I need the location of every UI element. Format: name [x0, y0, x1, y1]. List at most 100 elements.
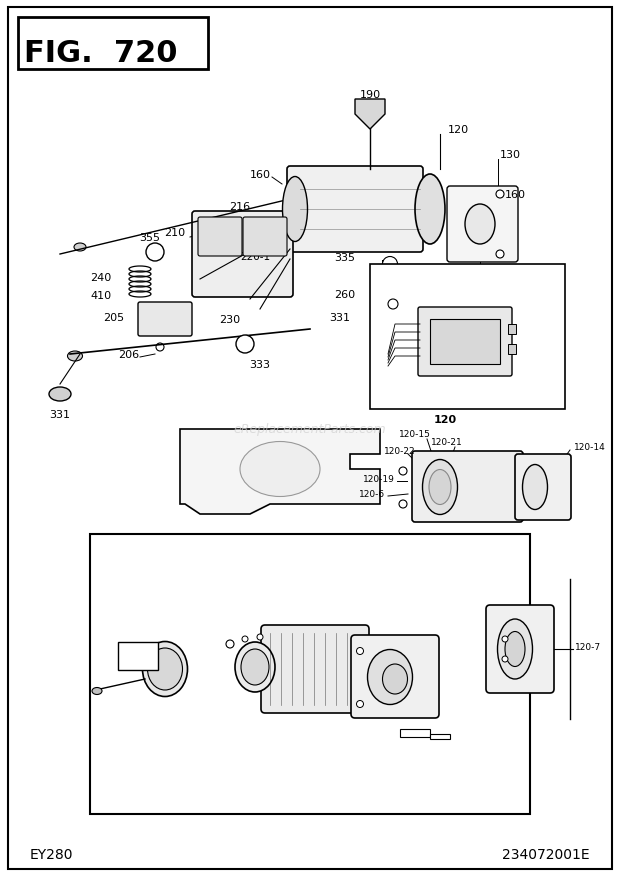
FancyBboxPatch shape	[243, 217, 287, 257]
Text: 120-15: 120-15	[399, 430, 431, 439]
Polygon shape	[355, 100, 385, 130]
Text: 120-8: 120-8	[442, 759, 468, 768]
Text: DETAIL"B": DETAIL"B"	[252, 784, 308, 794]
Text: eReplacementParts.com: eReplacementParts.com	[234, 423, 386, 436]
Text: 206: 206	[118, 350, 139, 360]
Ellipse shape	[356, 648, 363, 655]
Ellipse shape	[368, 650, 412, 705]
Text: 120-6: 120-6	[359, 490, 385, 499]
FancyBboxPatch shape	[261, 625, 369, 713]
Ellipse shape	[415, 175, 445, 245]
FancyBboxPatch shape	[515, 454, 571, 520]
Text: 120: 120	[448, 125, 469, 135]
Ellipse shape	[505, 631, 525, 667]
Text: 210: 210	[164, 228, 185, 238]
Text: 120-14: 120-14	[574, 443, 606, 452]
Text: B: B	[387, 260, 393, 269]
Ellipse shape	[399, 467, 407, 475]
Polygon shape	[180, 430, 380, 515]
Ellipse shape	[429, 470, 451, 505]
Ellipse shape	[356, 701, 363, 708]
Text: 120-1: 120-1	[267, 720, 293, 729]
Text: 130: 130	[500, 150, 521, 160]
Text: 120-9: 120-9	[402, 750, 428, 759]
Text: 333: 333	[249, 360, 270, 369]
Bar	[118, 642, 158, 670]
Ellipse shape	[92, 688, 102, 695]
Text: 297: 297	[389, 388, 410, 397]
Text: 120-7: 120-7	[575, 643, 601, 652]
Ellipse shape	[422, 460, 458, 515]
Ellipse shape	[465, 204, 495, 245]
Ellipse shape	[143, 642, 187, 696]
Bar	[508, 324, 516, 335]
Text: 120-12: 120-12	[122, 652, 154, 660]
Text: 200: 200	[219, 217, 241, 227]
Ellipse shape	[399, 501, 407, 509]
Text: 290: 290	[437, 273, 459, 282]
Bar	[430, 734, 450, 739]
Ellipse shape	[502, 637, 508, 642]
Ellipse shape	[283, 177, 308, 242]
Ellipse shape	[49, 388, 71, 402]
Text: 160: 160	[505, 189, 526, 200]
Ellipse shape	[236, 336, 254, 353]
Ellipse shape	[523, 465, 547, 510]
Ellipse shape	[242, 637, 248, 642]
Text: 331: 331	[50, 410, 71, 419]
Ellipse shape	[388, 300, 398, 310]
Text: 120-4: 120-4	[297, 585, 323, 594]
Text: 291: 291	[437, 285, 459, 295]
FancyBboxPatch shape	[447, 187, 518, 263]
Ellipse shape	[148, 648, 182, 690]
Text: 120-2: 120-2	[215, 698, 241, 707]
Text: FIG.  720: FIG. 720	[24, 39, 177, 68]
Text: 120-5: 120-5	[225, 602, 251, 612]
Bar	[18, 18, 208, 70]
Text: 120-21: 120-21	[431, 438, 463, 447]
Text: 120-17: 120-17	[94, 715, 126, 724]
Text: 205: 205	[103, 312, 124, 323]
Ellipse shape	[235, 642, 275, 692]
Text: 216: 216	[229, 202, 250, 211]
Text: 355: 355	[140, 232, 161, 243]
Text: 120-18: 120-18	[448, 598, 480, 607]
FancyBboxPatch shape	[192, 211, 293, 297]
Text: 120-11: 120-11	[184, 610, 216, 619]
Bar	[430, 319, 500, 365]
Text: 120: 120	[433, 415, 456, 424]
FancyBboxPatch shape	[418, 308, 512, 376]
Ellipse shape	[146, 244, 164, 261]
Bar	[508, 345, 516, 354]
Ellipse shape	[68, 352, 82, 361]
FancyBboxPatch shape	[351, 635, 439, 718]
Text: 260: 260	[334, 289, 355, 300]
Text: B: B	[381, 260, 389, 270]
FancyBboxPatch shape	[138, 303, 192, 337]
Ellipse shape	[502, 656, 508, 662]
Text: 190: 190	[360, 90, 381, 100]
Ellipse shape	[257, 634, 263, 640]
Text: 150: 150	[479, 265, 500, 275]
Text: 335: 335	[335, 253, 355, 263]
Text: 230: 230	[219, 315, 241, 324]
Ellipse shape	[383, 257, 397, 272]
Text: EY280: EY280	[30, 847, 74, 861]
Text: 120-22: 120-22	[384, 447, 416, 456]
Ellipse shape	[241, 649, 269, 685]
Text: 120-3: 120-3	[260, 595, 286, 605]
Ellipse shape	[226, 640, 234, 648]
Text: A: A	[152, 248, 158, 257]
Text: 220: 220	[249, 232, 272, 243]
Text: 410: 410	[90, 290, 111, 301]
Text: 120-29: 120-29	[389, 724, 421, 734]
Text: 160: 160	[249, 170, 270, 180]
FancyBboxPatch shape	[486, 605, 554, 693]
Text: 234072001E: 234072001E	[502, 847, 590, 861]
Text: 292: 292	[459, 388, 481, 397]
Ellipse shape	[156, 344, 164, 352]
Ellipse shape	[74, 244, 86, 252]
Text: 120-16: 120-16	[369, 624, 401, 634]
Text: 331: 331	[329, 312, 350, 323]
Bar	[370, 265, 565, 410]
